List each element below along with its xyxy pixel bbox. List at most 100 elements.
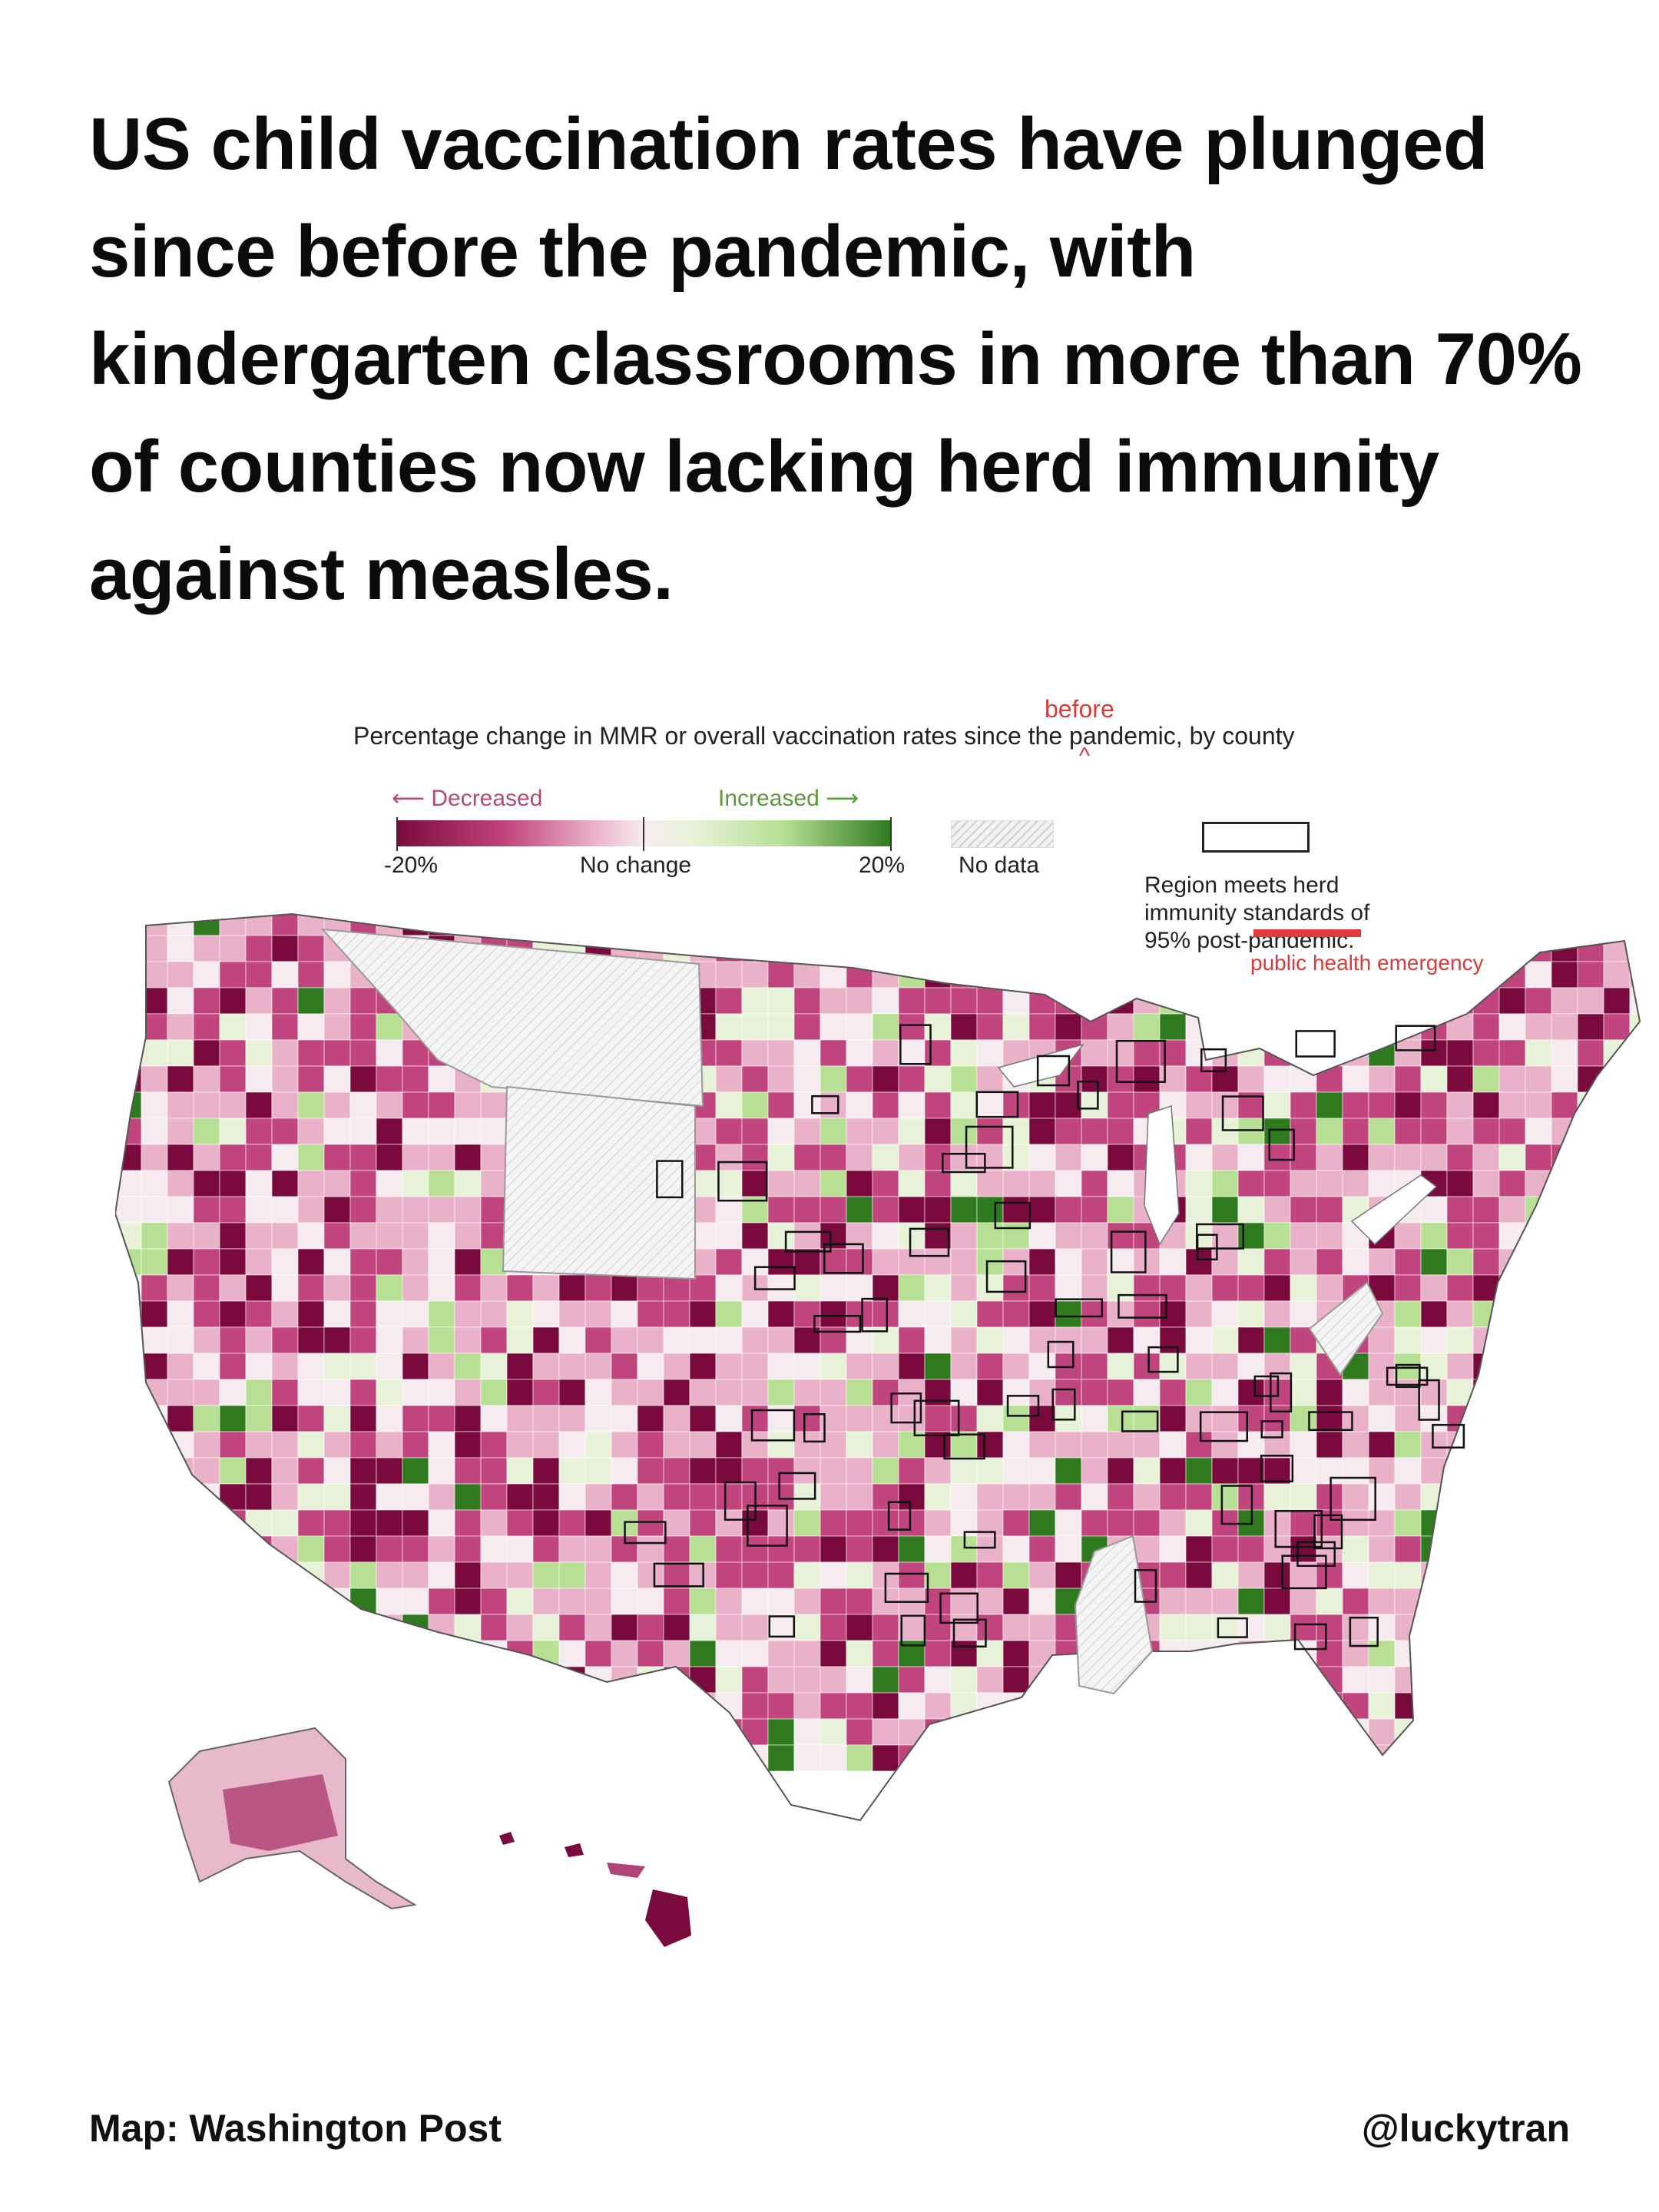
county-cell — [141, 1379, 168, 1406]
county-cell — [141, 1457, 168, 1485]
county-cell — [611, 1640, 638, 1667]
county-cell — [950, 1222, 978, 1250]
county-cell — [1028, 1091, 1056, 1119]
hawaii-maui — [607, 1863, 645, 1878]
county-cell — [1342, 1405, 1369, 1432]
county-cell — [767, 1431, 795, 1459]
county-cell — [1211, 987, 1239, 1015]
county-cell — [767, 1300, 795, 1328]
county-cell — [1081, 1170, 1108, 1197]
county-cell — [1498, 1170, 1526, 1197]
county-cell — [1159, 1614, 1187, 1641]
county-cell — [663, 914, 690, 936]
county-cell — [1055, 1718, 1082, 1746]
county-cell — [611, 1379, 638, 1406]
county-cell — [976, 1144, 1004, 1171]
county-cell — [1081, 935, 1108, 962]
county-cell — [793, 1300, 821, 1328]
county-cell — [1446, 1353, 1474, 1380]
county-cell — [1342, 1483, 1369, 1511]
county-cell — [1446, 1248, 1474, 1276]
county-cell — [245, 1326, 273, 1354]
county-cell — [715, 1039, 743, 1067]
county-cell — [741, 1039, 769, 1067]
county-cell — [1159, 1326, 1187, 1354]
county-cell — [1446, 1666, 1474, 1694]
county-cell — [271, 1300, 299, 1328]
county-cell — [1446, 1013, 1474, 1041]
herd-immunity-outline — [884, 1572, 929, 1603]
county-cell — [793, 1353, 821, 1380]
county-cell — [297, 1457, 325, 1485]
county-cell — [846, 1431, 873, 1459]
county-cell — [637, 1561, 664, 1589]
county-cell — [950, 987, 978, 1015]
county-cell — [1081, 1248, 1108, 1276]
county-cell — [1237, 1457, 1265, 1485]
county-cell — [584, 1692, 612, 1720]
county-cell — [1342, 1431, 1369, 1459]
county-cell — [376, 914, 403, 936]
county-cell — [402, 1144, 429, 1171]
county-cell — [1368, 1065, 1396, 1093]
county-cell — [1603, 1353, 1631, 1380]
county-cell — [376, 1405, 403, 1432]
county-cell — [950, 1065, 978, 1093]
county-cell — [1577, 1013, 1604, 1041]
county-cell — [1472, 1379, 1500, 1406]
county-cell — [1394, 1457, 1422, 1485]
county-cell — [663, 1353, 690, 1380]
county-cell — [1185, 1196, 1213, 1224]
county-cell — [115, 1091, 142, 1119]
county-cell — [297, 935, 325, 962]
county-cell — [167, 1561, 194, 1589]
county-cell — [898, 914, 926, 936]
county-cell — [1525, 914, 1552, 936]
herd-immunity-outline — [1418, 1379, 1440, 1421]
county-cell — [193, 1039, 220, 1067]
county-cell — [663, 1405, 690, 1432]
hawaii-oahu — [565, 1843, 584, 1857]
county-cell — [898, 1483, 926, 1511]
county-cell — [1498, 1144, 1526, 1171]
county-cell — [846, 1353, 873, 1380]
county-cell — [741, 914, 769, 936]
county-cell — [1107, 1718, 1134, 1746]
county-cell — [950, 1118, 978, 1145]
county-cell — [220, 883, 246, 909]
herd-immunity-outline — [900, 1614, 926, 1647]
county-cell — [1028, 1013, 1056, 1041]
county-cell — [872, 1614, 899, 1641]
county-cell — [1394, 1692, 1422, 1720]
county-cell — [271, 1326, 299, 1354]
county-cell — [1446, 1091, 1474, 1119]
county-cell — [349, 1405, 377, 1432]
county-cell — [1525, 1379, 1552, 1406]
county-cell — [767, 1065, 795, 1093]
county-cell — [663, 1509, 690, 1537]
county-cell — [1055, 1300, 1082, 1328]
county-cell — [402, 1405, 429, 1432]
county-cell — [663, 1457, 690, 1485]
county-cell — [950, 1744, 978, 1772]
county-cell — [924, 1300, 952, 1328]
county-cell — [323, 1353, 351, 1380]
herd-immunity-outline — [985, 1260, 1027, 1293]
county-cell — [715, 1561, 743, 1589]
county-cell — [793, 1640, 821, 1667]
county-cell — [115, 961, 142, 988]
county-cell — [584, 1561, 612, 1589]
county-cell — [924, 1614, 952, 1641]
county-cell — [1107, 1144, 1134, 1171]
county-cell — [1577, 1744, 1604, 1772]
herd-immunity-outline — [1308, 1411, 1353, 1432]
county-cell — [115, 1196, 142, 1224]
county-cell — [976, 1326, 1004, 1354]
county-cell — [794, 883, 820, 909]
herd-immunity-outline — [1296, 1541, 1336, 1568]
county-cell — [1498, 987, 1526, 1015]
county-cell — [1185, 1405, 1213, 1432]
herd-immunity-outline — [890, 1392, 922, 1424]
county-cell — [767, 1692, 795, 1720]
county-cell — [741, 935, 769, 962]
